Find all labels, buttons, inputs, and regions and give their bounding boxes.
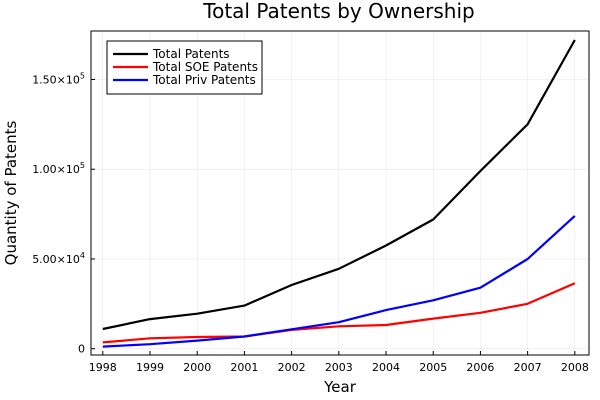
y-tick-label: 0 (78, 343, 85, 356)
x-tick-label: 2002 (278, 361, 306, 374)
x-tick-label: 2007 (514, 361, 542, 374)
x-axis-title: Year (323, 378, 357, 396)
x-tick-label: 2004 (372, 361, 400, 374)
series-line (102, 282, 576, 344)
x-tick-label: 2001 (230, 361, 258, 374)
x-tick-label: 2008 (561, 361, 589, 374)
grid (91, 31, 589, 355)
x-tick-label: 1999 (136, 361, 164, 374)
legend-label: Total SOE Patents (152, 60, 258, 74)
x-tick-label: 2003 (325, 361, 353, 374)
y-axis-title: Quantity of Patents (2, 120, 20, 265)
y-tick-label: 1.00×105 (32, 161, 85, 176)
x-tick-label: 2000 (183, 361, 211, 374)
series-lines (102, 39, 576, 348)
x-tick-label: 2005 (419, 361, 447, 374)
series-line (102, 39, 576, 331)
legend-label: Total Priv Patents (152, 73, 256, 87)
series-line (102, 215, 576, 348)
chart-title: Total Patents by Ownership (202, 0, 474, 23)
x-tick-label: 2006 (466, 361, 494, 374)
plot-frame (90, 30, 590, 356)
x-tick-label: 1998 (89, 361, 117, 374)
legend-label: Total Patents (152, 47, 230, 61)
y-tick-label: 5.00×104 (32, 251, 85, 266)
x-axis: 1998 1999 2000 2001 2002 2003 2004 2005 2006 2007… (89, 351, 589, 374)
y-tick-label: 1.50×105 (32, 71, 85, 86)
y-axis: 0 5.00×104 1.00×105 1.50×105 (32, 71, 95, 356)
